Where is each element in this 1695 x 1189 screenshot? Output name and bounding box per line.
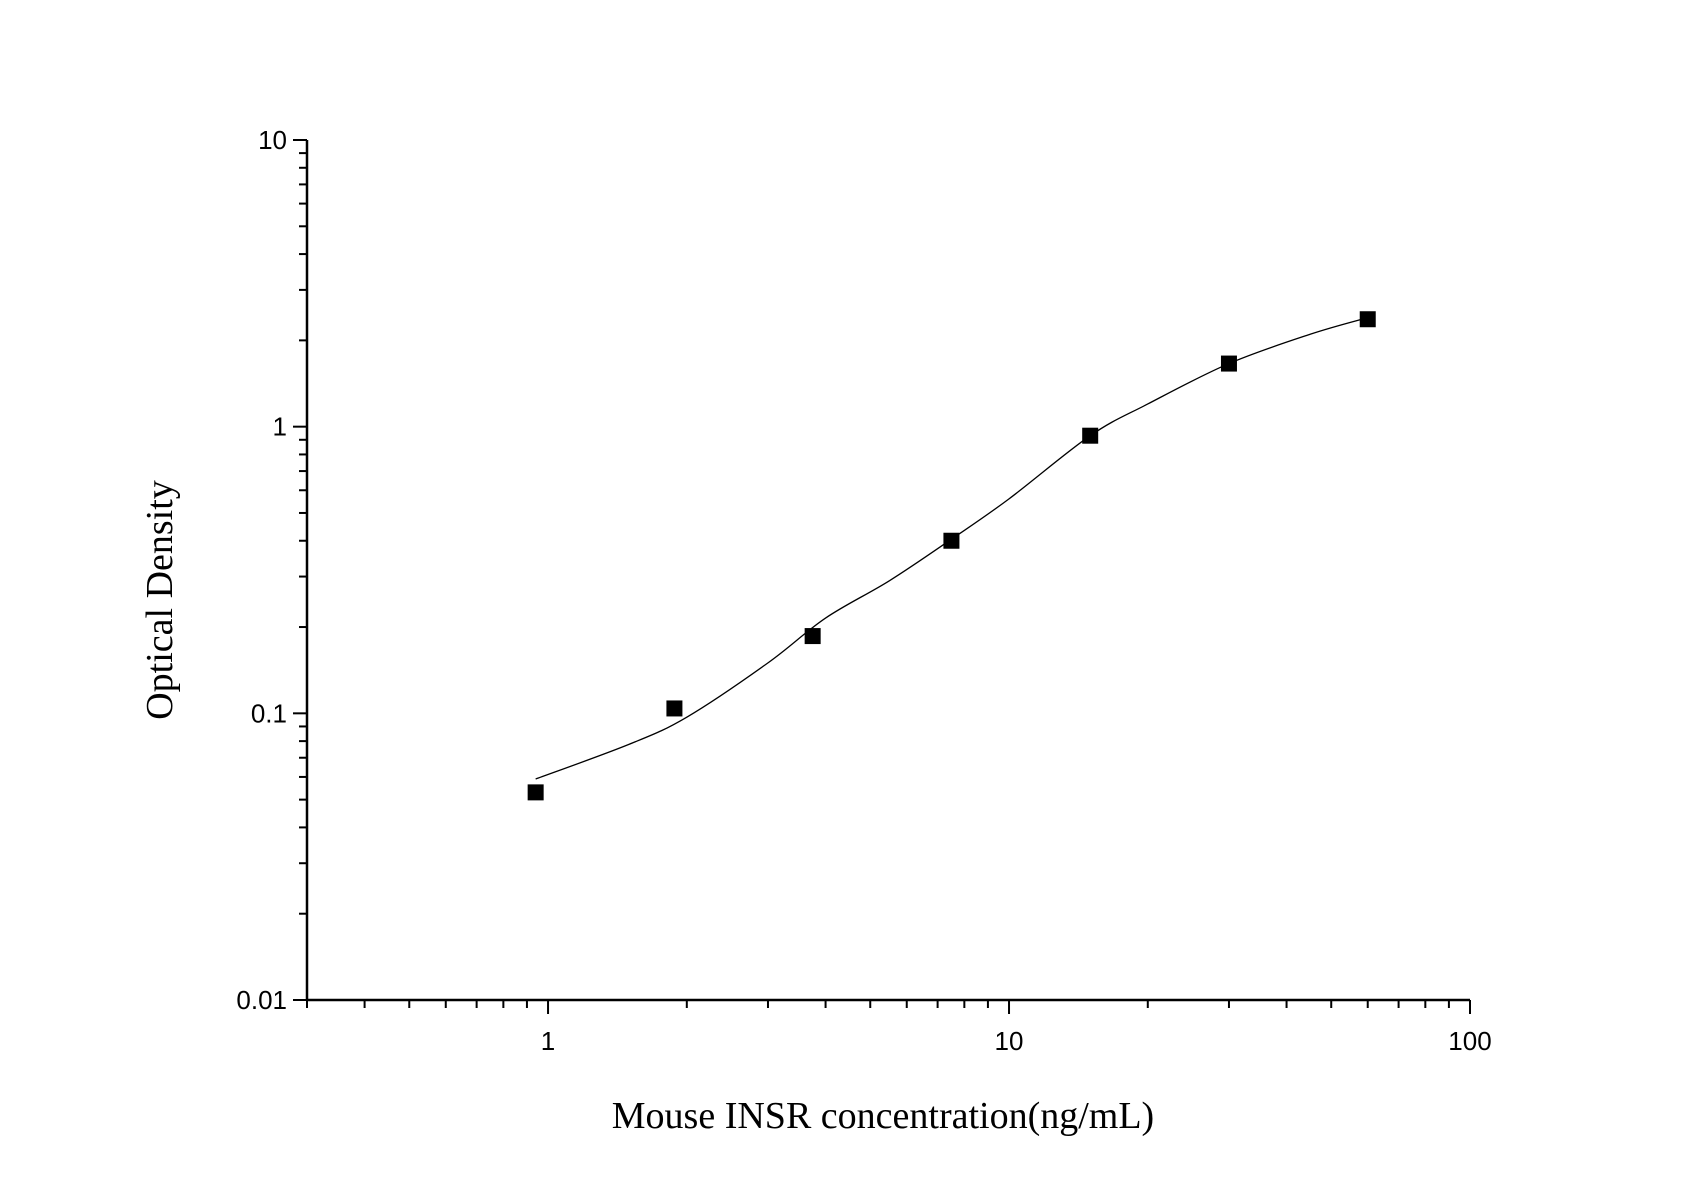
y-tick-label: 1 [273,412,287,442]
axes [305,140,1470,1002]
x-tick-label: 1 [541,1026,555,1056]
x-ticks: 1 10 100 [306,1000,1492,1056]
x-axis-title: Mouse INSR concentration(ng/mL) [612,1095,1154,1137]
y-tick-label: 10 [258,125,287,155]
y-axis-title: Optical Density [139,480,181,720]
data-point [1220,355,1237,372]
data-point [1359,311,1376,328]
data-points [527,311,1376,801]
data-point [1082,427,1099,444]
y-tick-label: 0.01 [236,985,287,1015]
y-ticks: 0.01 0.1 1 10 [236,125,307,1015]
data-point [804,628,821,645]
data-point [666,700,683,717]
data-point [527,784,544,801]
x-tick-label: 100 [1448,1026,1491,1056]
x-tick-label: 10 [995,1026,1024,1056]
y-tick-label: 0.1 [251,698,287,728]
data-point [943,532,960,549]
